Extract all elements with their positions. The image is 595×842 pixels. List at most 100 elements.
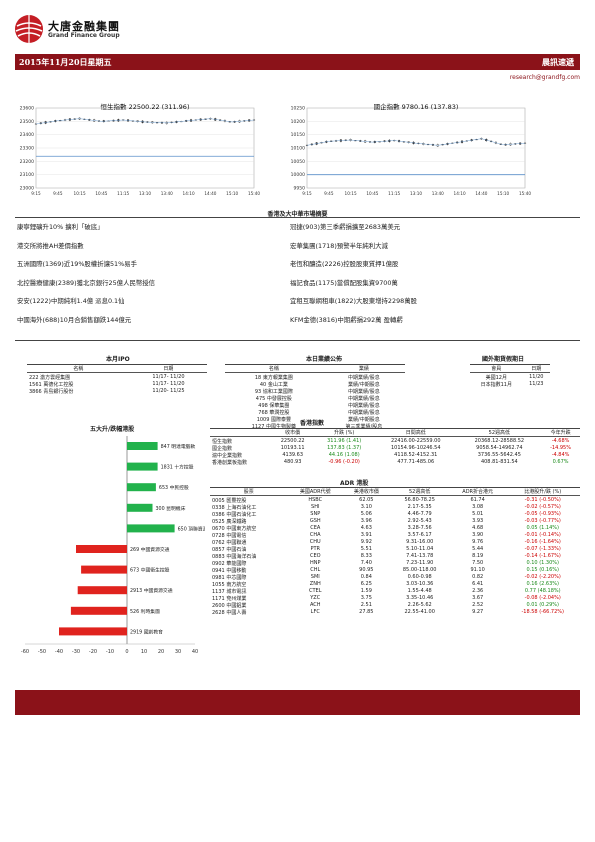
summary-item[interactable]: KFM金德(3816)中期虧損292萬 盈轉虧: [290, 316, 403, 324]
table-cell: 1171 兗州煤業: [212, 595, 247, 602]
table-cell: 0.16 (2.63%): [526, 581, 559, 588]
chart-y-tick-label: 23000: [20, 186, 34, 192]
table-cell: -4.84%: [551, 452, 570, 459]
table-cell: 0.77 (48.18%): [524, 588, 561, 595]
table-cell: 4.68: [472, 525, 484, 532]
table-cell: CHU: [309, 539, 321, 546]
table-cell: PTR: [310, 546, 321, 553]
table-row: 美國12月 11/20: [470, 374, 550, 381]
movers-up-bar: [127, 442, 158, 450]
table-row: 0670 中國東方航空 CEA 4.63 3.28-7.56 4.68 0.05 (1.1…: [210, 525, 580, 532]
chart-x-tick-label: 10:45: [95, 191, 107, 196]
research-email[interactable]: research@grandfg.com: [509, 74, 580, 81]
table-cell: -0.05 (-0.93%): [524, 511, 561, 518]
table-header-cell: 日期: [163, 365, 174, 372]
table-divider: [470, 371, 550, 374]
table-cell: 27.85: [359, 609, 374, 616]
holiday-rule: [470, 364, 550, 365]
summary-bottom-rule: [15, 340, 580, 341]
table-row: 0525 廣深鐵路 GSH 3.96 2.92-5.43 3.93 -0.03 (-0.7…: [210, 518, 580, 525]
table-header-row: 會員 日期: [470, 365, 550, 373]
hscei-chart: 10250 10200 10150 10100 10050 10000 9950 9:15 9:…: [285, 96, 535, 204]
brand-name-zh: 大唐金融集團: [48, 20, 120, 33]
adr-title: ADR 港股: [340, 480, 369, 487]
table-row: 0941 中國移動 CHL 90.95 85.00-118.00 91.10 0.15 (…: [210, 567, 580, 574]
table-cell: 3.75: [360, 595, 372, 602]
chart-x-tick-label: 13:40: [161, 191, 173, 196]
table-cell: 0.67%: [552, 459, 569, 466]
summary-item[interactable]: 冠捷(903)第三季虧損擴至2683萬美元: [290, 223, 401, 231]
table-header-cell: 股票: [243, 488, 254, 495]
table-cell: CTEL: [309, 588, 322, 595]
summary-item[interactable]: 五洲國際(1369)近19%股權折讓51%易手: [17, 260, 137, 269]
table-row: 1055 南方航空 ZNH 6.25 3.03-10.36 6.41 0.16 (2.63…: [210, 581, 580, 588]
table-cell: -0.01 (-0.14%): [524, 532, 561, 539]
table-cell: CHA: [309, 532, 321, 539]
chart-title: 國企指數 9780.16 (137.83): [374, 102, 459, 111]
table-cell: 5.44: [472, 546, 484, 553]
table-row: 1127 中國生物製藥 第三季業績/股息: [225, 423, 405, 430]
brand-name-en: Grand Finance Group: [48, 32, 120, 39]
movers-bar-label: 269 中國資源交通: [130, 546, 170, 553]
table-row: 國企指數 10193.11 137.83 (1.37) 10154.96-10246.…: [210, 445, 580, 452]
table-header-cell: ADR折合港元: [462, 488, 494, 495]
table-cell: 4.63: [360, 525, 372, 532]
summary-item[interactable]: 康寧鋰礦升10% 擴利「破底」: [17, 223, 104, 231]
table-cell: -4.68%: [551, 438, 570, 445]
summary-item[interactable]: 宜租互聯網租車(1822)大股東增持2298萬股: [290, 297, 417, 306]
movers-bar-label: 653 中民控股: [159, 484, 189, 491]
summary-item[interactable]: 北控醫療健康(2389)獲北京銀行25億人民幣授信: [17, 278, 156, 287]
table-cell: 3.35-10.46: [406, 595, 434, 602]
chart-x-tick-label: 15:40: [519, 191, 531, 196]
movers-bar-label: 650 頂聯資源: [178, 525, 205, 532]
table-cell: 1137 城市電訊: [212, 588, 247, 595]
table-row: 18 東方報業集團 中期業績/股息: [225, 374, 405, 381]
summary-item[interactable]: 港交所將推AH差價指數: [17, 241, 84, 250]
movers-bar-label: 2913 中國資源交通: [130, 587, 173, 594]
table-cell: HNP: [309, 560, 321, 567]
chart-y-tick-label: 23400: [20, 132, 34, 138]
summary-item[interactable]: 老恆和釀造(2226)控股股東質押1億股: [290, 260, 399, 269]
table-cell: 中期業績/股息: [348, 388, 380, 395]
table-divider: [27, 371, 207, 374]
table-cell: 18 東方報業集團: [254, 374, 293, 381]
chart-y-tick-label: 23100: [20, 172, 34, 178]
table-cell: 3.90: [472, 532, 484, 539]
table-cell: 3.03-10.36: [406, 581, 434, 588]
chart-x-tick-label: 15:10: [497, 191, 509, 196]
table-cell: 0.15 (0.16%): [526, 567, 559, 574]
indices-rule: [210, 428, 580, 429]
table-cell: SNP: [310, 511, 321, 518]
table-cell: 8.19: [472, 553, 484, 560]
table-cell: 2.26-5.62: [407, 602, 432, 609]
summary-item[interactable]: 中國海外(688)10月合銷售額跌144億元: [17, 316, 132, 324]
table-cell: 0338 上海石油化工: [212, 504, 257, 511]
report-title: 晨訊速遞: [542, 57, 574, 67]
chart-y-tick-label: 10200: [291, 119, 305, 125]
adr-rule: [210, 487, 580, 488]
table-cell: LFC: [310, 609, 320, 616]
movers-bar-label: 1831 十方控股: [161, 464, 194, 471]
summary-item[interactable]: 安安(1222)中期純利1.4億 派息0.1仙: [17, 297, 125, 306]
table-cell: 0.10 (1.30%): [526, 560, 559, 567]
table-cell: 0857 中國石油: [212, 546, 247, 553]
table-header-cell: [210, 429, 271, 437]
table-cell: 3.96: [360, 518, 372, 525]
table-cell: 業績/中期股息: [348, 416, 380, 423]
chart-candle-body: [305, 144, 309, 147]
table-cell: 56.80-78.25: [404, 497, 435, 504]
table-row: 0857 中國石油 PTR 5.51 5.10-11.04 5.44 -0.07 (-1.…: [210, 546, 580, 553]
table-row: 日本指數11月 11/23: [470, 381, 550, 388]
hsi-chart: 23600 23500 23400 23300 23200 23100 23000 9:15 9…: [14, 96, 264, 204]
chart-x-tick-label: 13:10: [410, 191, 422, 196]
table-cell: 0.84: [360, 574, 372, 581]
table-cell: CEO: [309, 553, 321, 560]
summary-item[interactable]: 福記食品(1175)當償配股集資9700萬: [290, 278, 398, 287]
summary-item[interactable]: 宏華集團(1718)預警半年純利大減: [290, 241, 388, 250]
chart-y-tick-label: 23500: [20, 119, 34, 125]
table-row: 香港創業板指數 480.93 -0.96 (-0.20) 477.71-485.06 4…: [210, 459, 580, 466]
table-cell: 11/17- 11/20: [152, 381, 185, 388]
table-cell: 10154.96-10246.54: [390, 445, 441, 452]
table-cell: 0670 中國東方航空: [212, 525, 257, 532]
ipo-table: 名稱 日期 222 激方雲經集團 11/17- 11/20 1561 萬德化工控股 11/…: [27, 364, 207, 395]
